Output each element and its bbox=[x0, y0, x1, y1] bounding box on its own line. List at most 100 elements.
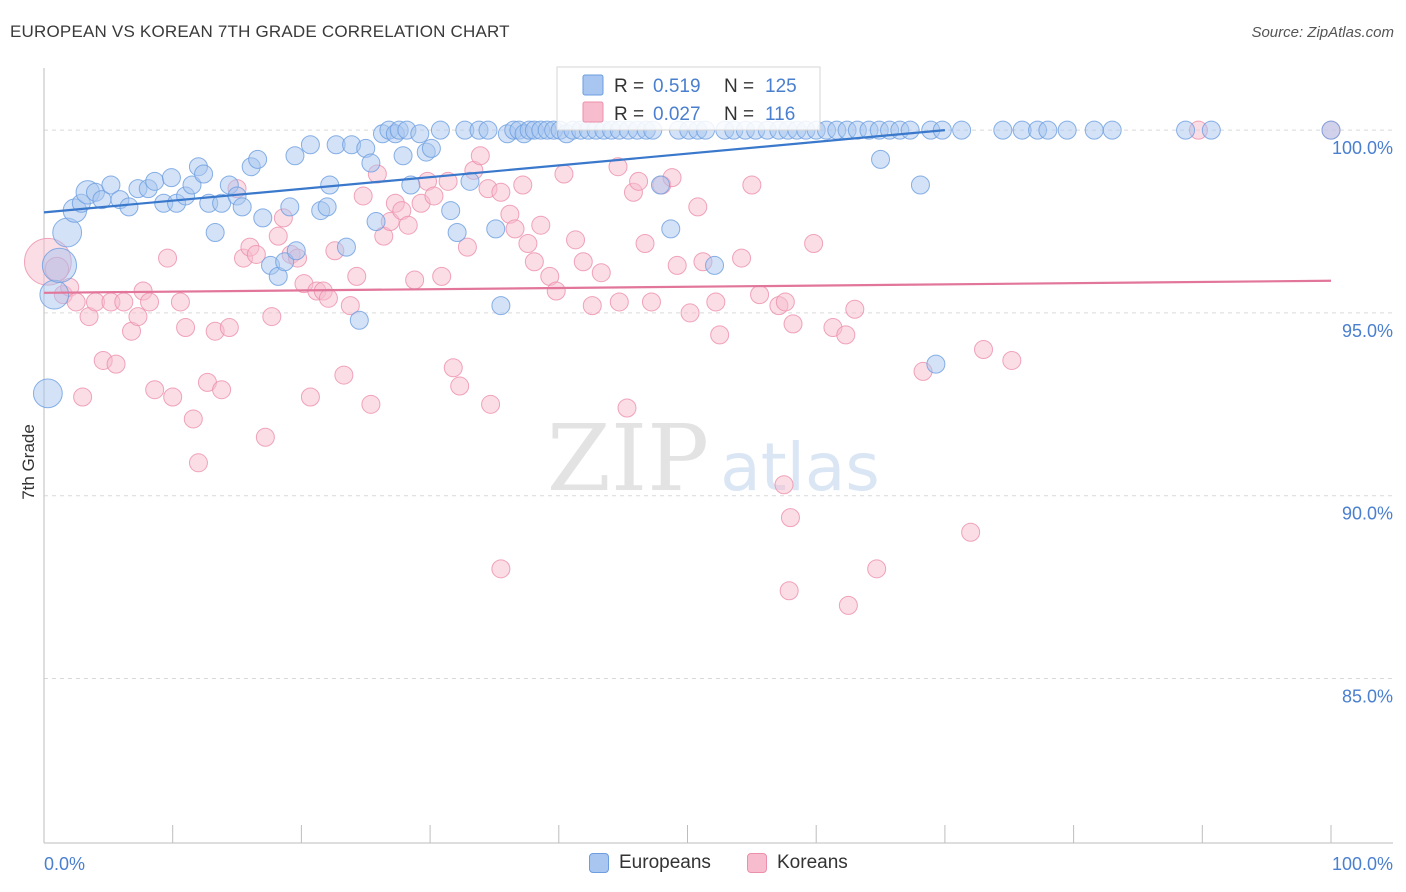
legend-item-europeans[interactable]: Europeans bbox=[589, 852, 711, 874]
koreans-point bbox=[775, 292, 795, 312]
koreans-point bbox=[114, 292, 134, 312]
europeans-point bbox=[248, 149, 268, 169]
koreans-point bbox=[608, 157, 628, 177]
europeans-point bbox=[194, 164, 214, 184]
koreans-point bbox=[361, 394, 381, 414]
legend-n-value-koreans: 116 bbox=[765, 104, 795, 125]
europeans-point bbox=[212, 193, 232, 213]
koreans-point bbox=[405, 270, 425, 290]
koreans-point bbox=[838, 595, 858, 615]
europeans-point bbox=[1176, 120, 1196, 140]
koreans-point bbox=[680, 303, 700, 323]
europeans-point bbox=[441, 201, 461, 221]
legend-r-label-koreans: R = bbox=[614, 104, 644, 125]
koreans-point bbox=[128, 307, 148, 327]
koreans-point bbox=[262, 307, 282, 327]
europeans-point bbox=[1057, 120, 1077, 140]
europeans-point bbox=[300, 135, 320, 155]
y-tick-labels: 100.0% 95.0% 90.0% 85.0% bbox=[1332, 138, 1393, 706]
koreans-point bbox=[774, 475, 794, 495]
koreans-point bbox=[219, 318, 239, 338]
koreans-point bbox=[183, 409, 203, 429]
koreans-point bbox=[255, 427, 275, 447]
koreans-point bbox=[641, 292, 661, 312]
legend-r-label-europeans: R = bbox=[614, 76, 644, 97]
legend-swatch-europeans bbox=[582, 74, 604, 96]
europeans-point bbox=[145, 171, 165, 191]
koreans-point bbox=[566, 230, 586, 250]
koreans-point bbox=[140, 292, 160, 312]
koreans-point bbox=[212, 380, 232, 400]
legend-n-value-europeans: 125 bbox=[765, 76, 797, 97]
europeans-point bbox=[491, 296, 511, 316]
europeans-point bbox=[910, 175, 930, 195]
koreans-point bbox=[246, 244, 266, 264]
y-tick-label-1: 95.0% bbox=[1342, 321, 1393, 341]
koreans-point bbox=[617, 398, 637, 418]
koreans-point bbox=[513, 175, 533, 195]
koreans-point bbox=[974, 339, 994, 359]
europeans-point bbox=[993, 120, 1013, 140]
legend-n-label-koreans: N = bbox=[724, 104, 754, 125]
koreans-point bbox=[804, 233, 824, 253]
y-axis-label: 7th Grade bbox=[19, 424, 38, 500]
koreans-point bbox=[732, 248, 752, 268]
koreans-point bbox=[158, 248, 178, 268]
europeans-point bbox=[280, 197, 300, 217]
europeans-point bbox=[253, 208, 273, 228]
stats-legend: R = 0.519 N = 125 R = 0.027 N = 116 bbox=[556, 66, 821, 131]
koreans-point bbox=[518, 233, 538, 253]
europeans-point bbox=[421, 138, 441, 158]
koreans-point bbox=[780, 508, 800, 528]
koreans-point bbox=[188, 453, 208, 473]
europeans-point bbox=[32, 378, 63, 409]
koreans-point bbox=[340, 296, 360, 316]
axes bbox=[43, 68, 1393, 844]
koreans-point bbox=[353, 186, 373, 206]
koreans-point bbox=[531, 215, 551, 235]
koreans-point bbox=[961, 522, 981, 542]
koreans-point bbox=[524, 252, 544, 272]
koreans-point bbox=[300, 387, 320, 407]
legend-swatch-koreans bbox=[582, 101, 604, 123]
koreans-point bbox=[347, 266, 367, 286]
legend-swatch-koreans-bottom bbox=[747, 853, 767, 873]
legend-n-label-europeans: N = bbox=[724, 76, 754, 97]
koreans-point bbox=[783, 314, 803, 334]
legend-label-koreans: Koreans bbox=[777, 852, 848, 873]
koreans-point bbox=[176, 318, 196, 338]
koreans-point bbox=[481, 394, 501, 414]
europeans-point bbox=[286, 241, 306, 261]
legend-r-value-koreans: 0.027 bbox=[653, 104, 701, 125]
europeans-point bbox=[232, 197, 252, 217]
koreans-point bbox=[688, 197, 708, 217]
europeans-point bbox=[275, 252, 295, 272]
koreans-point bbox=[268, 226, 288, 246]
x-tick-label-right: 100.0% bbox=[1332, 854, 1393, 874]
koreans-point bbox=[742, 175, 762, 195]
koreans-point bbox=[443, 358, 463, 378]
chart-source: Source: ZipAtlas.com bbox=[1251, 24, 1394, 41]
europeans-point bbox=[401, 175, 421, 195]
koreans-point bbox=[1002, 350, 1022, 370]
koreans-point bbox=[867, 559, 887, 579]
koreans-point bbox=[554, 164, 574, 184]
legend-item-koreans[interactable]: Koreans bbox=[747, 852, 848, 874]
watermark-atlas: atlas bbox=[720, 429, 880, 506]
koreans-point bbox=[450, 376, 470, 396]
europeans-point bbox=[1102, 120, 1122, 140]
europeans-point bbox=[205, 223, 225, 243]
watermark: ZIP atlas bbox=[547, 405, 880, 512]
koreans-trend-line bbox=[43, 279, 1332, 294]
europeans-point bbox=[650, 175, 670, 195]
koreans-point bbox=[546, 281, 566, 301]
koreans-point bbox=[170, 292, 190, 312]
y-tick-label-2: 90.0% bbox=[1342, 504, 1393, 524]
koreans-point bbox=[470, 146, 490, 166]
koreans-point bbox=[432, 266, 452, 286]
y-tick-label-0: 100.0% bbox=[1332, 138, 1393, 158]
europeans-point bbox=[285, 146, 305, 166]
europeans-point bbox=[926, 354, 946, 374]
europeans-point bbox=[486, 219, 506, 239]
